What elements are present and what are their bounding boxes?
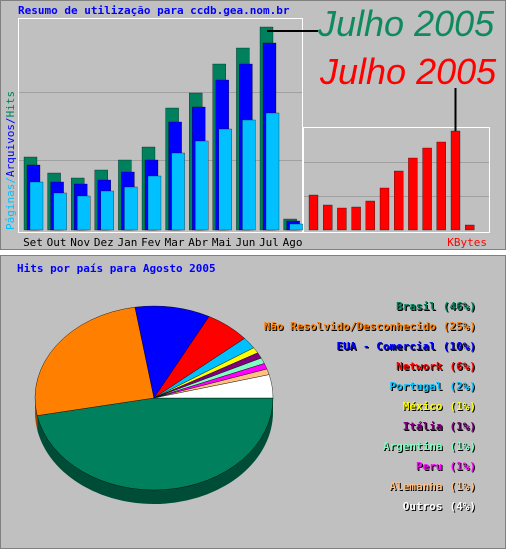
legend-name: Outros [403,500,443,513]
bar [351,206,361,231]
bar [265,112,280,231]
bar [408,157,418,231]
y-label-sep: / [4,117,17,124]
bar [465,224,475,231]
legend-name: Alemanha [390,480,443,493]
legend-entry: Não Resolvido/Desconhecido (25%) [264,320,476,333]
legend-entry: Peru (1%) [416,460,476,473]
bar [450,130,461,231]
annotation: Julho 2005 [317,3,495,44]
bar [218,128,232,231]
x-tick-label: Out [47,236,67,249]
legend-entry: Outros (4%) [403,500,476,513]
x-tick-label: Dez [94,236,114,249]
legend-value: (46%) [443,300,476,313]
bar [308,194,319,231]
y-label-sep: / [4,177,17,184]
bar [337,207,347,231]
legend-entry: Alemanha (1%) [390,480,476,493]
legend-name: Brasil [396,300,436,313]
bar [77,195,91,231]
x-tick-label: Jun [235,236,255,249]
bar [379,187,390,231]
x-tick-label: Mar [165,236,185,249]
legend-name: EUA - Comercial [337,340,436,353]
slice [34,306,155,416]
legend-name: Argentina [383,440,443,453]
x-tick-label: Mai [212,236,232,249]
legend-entry: Argentina (1%) [383,440,476,453]
bar [394,170,404,231]
bar [195,140,209,231]
bar [436,141,446,231]
legend-entry: México (1%) [403,400,476,413]
y-label-part: Hits [4,91,17,118]
bar [242,119,256,231]
bar [422,147,432,231]
legend-value: (6%) [450,360,477,373]
legend-name: Network [396,360,443,373]
y-axis-label: Páginas/Arquivos/Hits [4,91,17,230]
legend-name: Portugal [390,380,443,393]
legend-name: Não Resolvido/Desconhecido [264,320,437,333]
legend-name: México [403,400,443,413]
legend-entry: Brasil (46%) [396,300,476,313]
x-tick-label: Set [23,236,43,249]
x-tick-label: Jul [259,236,279,249]
y-label-part: Páginas [4,184,17,230]
legend-value: (25%) [443,320,476,333]
bar [289,223,303,231]
legend-value: (2%) [450,380,477,393]
legend-name: Itália [403,420,443,433]
legend-value: (1%) [450,480,477,493]
x-tick-label: Ago [283,236,303,249]
legend-value: (1%) [450,460,477,473]
legend-entry: EUA - Comercial (10%) [337,340,476,353]
x-tick-label: Abr [188,236,208,249]
bar [171,152,185,231]
legend-value: (1%) [450,400,477,413]
bar [365,200,375,231]
legend-entry: Itália (1%) [403,420,476,433]
x-tick-label: Fev [141,236,161,249]
chart-title: Resumo de utilização para ccdb.gea.nom.b… [18,4,290,17]
chart-title: Hits por país para Agosto 2005 [17,262,216,275]
bar [100,190,114,231]
bar [124,186,138,231]
legend-entry: Portugal (2%) [390,380,476,393]
bar [323,204,333,231]
bar [147,175,162,231]
legend-value: (1%) [450,440,477,453]
slice [153,374,274,399]
legend-name: Peru [416,460,443,473]
x-tick-label: Jan [117,236,137,249]
annotation: Julho 2005 [319,51,497,92]
x-tick-label: Nov [70,236,90,249]
x-axis-label: KBytes [447,236,487,249]
slice [134,305,210,399]
bar [53,192,67,231]
legend-entry: Network (6%) [396,360,476,373]
legend-value: (1%) [450,420,477,433]
legend-value: (10%) [443,340,476,353]
bar [29,181,44,231]
slice [36,397,274,491]
legend-value: (4%) [450,500,477,513]
y-label-part: Arquivos [4,124,17,177]
